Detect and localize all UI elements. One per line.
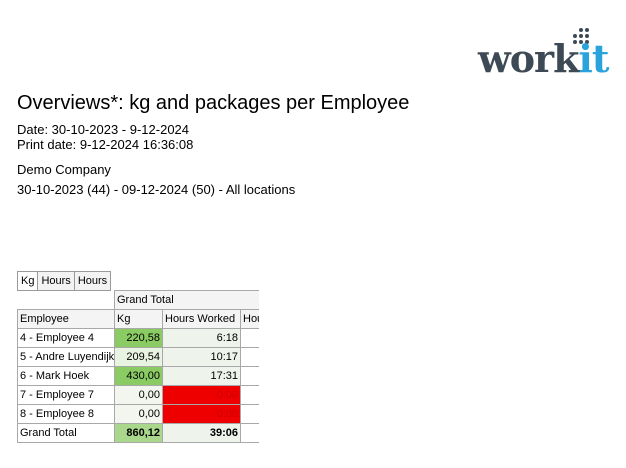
- employee-cell: 7 - Employee 7: [17, 385, 115, 405]
- kg-cell: 0,00: [114, 404, 163, 424]
- kg-cell: 0,00: [114, 385, 163, 405]
- grand-total-row: Grand Total 860,12 39:06: [17, 423, 259, 443]
- kg-cell: 209,54: [114, 347, 163, 367]
- grand-total-hours: 39:06: [162, 423, 241, 443]
- report-date: Date: 30-10-2023 - 9-12-2024: [17, 122, 190, 137]
- tab-hours[interactable]: Hours: [37, 271, 75, 291]
- hours-worked-cell: 0:00: [162, 385, 241, 405]
- table-row: 7 - Employee 7 0,00 0:00: [17, 385, 259, 405]
- print-date: Print date: 9-12-2024 16:36:08: [17, 137, 194, 152]
- hours-worked-cell: 17:31: [162, 366, 241, 386]
- employee-cell: 4 - Employee 4: [17, 328, 115, 348]
- hours-cell: [239, 366, 259, 386]
- hours-worked-cell: 6:18: [162, 328, 241, 348]
- employee-cell: 5 - Andre Luyendijk: [17, 347, 115, 367]
- grand-total-label: Grand Total: [17, 423, 115, 443]
- col-header-kg[interactable]: Kg: [114, 309, 163, 329]
- workit-logo: workit: [478, 28, 610, 78]
- grand-total-group-header: Grand Total: [113, 290, 259, 310]
- pivot-grid: Grand Total Employee Kg Hours Worked Hou…: [17, 290, 259, 443]
- hours-cell: [239, 404, 259, 424]
- hours-worked-cell: 0:00: [162, 404, 241, 424]
- table-row: 5 - Andre Luyendijk 209,54 10:17: [17, 347, 259, 367]
- kg-cell: 220,58: [114, 328, 163, 348]
- tab-hours-2[interactable]: Hours: [73, 271, 112, 291]
- column-header-row: Employee Kg Hours Worked Hours: [17, 309, 259, 329]
- employee-cell: 8 - Employee 8: [17, 404, 115, 424]
- tab-kg[interactable]: Kg: [17, 271, 39, 291]
- company-name: Demo Company: [17, 162, 111, 177]
- kg-cell: 430,00: [114, 366, 163, 386]
- table-row: 6 - Mark Hoek 430,00 17:31: [17, 366, 259, 386]
- hours-worked-cell: 10:17: [162, 347, 241, 367]
- table-row: 4 - Employee 4 220,58 6:18: [17, 328, 259, 348]
- logo-dots-icon: [570, 28, 592, 50]
- corner-cell: [18, 291, 115, 310]
- grand-total-extra: [239, 423, 259, 443]
- measure-tabs: Kg Hours Hours: [17, 271, 112, 291]
- grand-total-kg: 860,12: [114, 423, 163, 443]
- hours-cell: [239, 385, 259, 405]
- hours-cell: [239, 347, 259, 367]
- col-header-hours[interactable]: Hours: [239, 309, 259, 329]
- hours-cell: [239, 328, 259, 348]
- report-title: Overviews*: kg and packages per Employee: [17, 92, 410, 114]
- employee-cell: 6 - Mark Hoek: [17, 366, 115, 386]
- report-period: 30-10-2023 (44) - 09-12-2024 (50) - All …: [17, 182, 296, 197]
- logo-wordmark: workit: [478, 36, 609, 81]
- group-header-row: Grand Total: [18, 290, 259, 310]
- table-row: 8 - Employee 8 0,00 0:00: [17, 404, 259, 424]
- col-header-employee[interactable]: Employee: [17, 309, 115, 329]
- col-header-hours-worked[interactable]: Hours Worked: [162, 309, 241, 329]
